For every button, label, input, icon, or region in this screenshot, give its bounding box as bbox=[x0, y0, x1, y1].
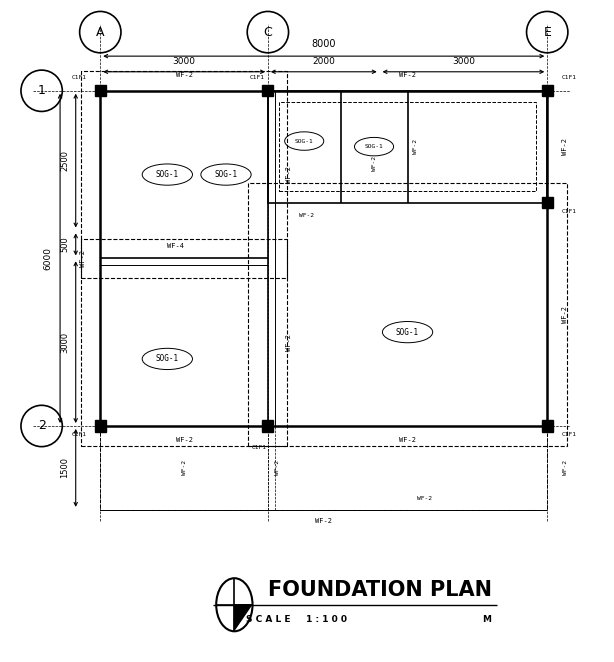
Text: C1F1: C1F1 bbox=[562, 432, 577, 438]
Bar bbox=[100, 426, 547, 510]
Text: FOUNDATION PLAN: FOUNDATION PLAN bbox=[268, 580, 492, 600]
Text: WF-2: WF-2 bbox=[562, 138, 568, 155]
Text: S C A L E     1 : 1 0 0: S C A L E 1 : 1 0 0 bbox=[246, 615, 346, 624]
Text: C1F1: C1F1 bbox=[562, 209, 577, 214]
Text: 2: 2 bbox=[37, 420, 45, 432]
Text: C: C bbox=[263, 26, 272, 38]
Text: 2000: 2000 bbox=[313, 57, 335, 66]
Text: E: E bbox=[543, 26, 551, 38]
Text: 8000: 8000 bbox=[311, 39, 336, 49]
Text: 3000: 3000 bbox=[173, 57, 196, 66]
Bar bbox=[81, 239, 287, 446]
Text: 1: 1 bbox=[37, 84, 45, 97]
Text: SOG-1: SOG-1 bbox=[295, 138, 314, 144]
Text: WF-2: WF-2 bbox=[562, 306, 568, 323]
Text: WF-2: WF-2 bbox=[315, 518, 332, 524]
Text: WF-2: WF-2 bbox=[182, 460, 187, 475]
Text: 500: 500 bbox=[61, 236, 69, 252]
Bar bbox=[542, 85, 553, 97]
Text: 1500: 1500 bbox=[61, 457, 69, 479]
Text: SOG-1: SOG-1 bbox=[396, 328, 419, 336]
Text: WF-2: WF-2 bbox=[399, 438, 416, 444]
Text: C1F1: C1F1 bbox=[249, 75, 264, 80]
Text: SOG-1: SOG-1 bbox=[156, 354, 179, 363]
Text: C1F1: C1F1 bbox=[72, 75, 87, 80]
Bar bbox=[100, 91, 547, 426]
Text: WF-2: WF-2 bbox=[80, 250, 86, 267]
Bar bbox=[279, 102, 536, 191]
Text: C1F1: C1F1 bbox=[562, 75, 577, 80]
Text: 6000: 6000 bbox=[44, 247, 53, 270]
Text: WF-2: WF-2 bbox=[286, 334, 292, 351]
Text: M: M bbox=[483, 615, 491, 624]
Bar bbox=[268, 91, 547, 203]
Bar bbox=[95, 420, 106, 432]
Text: WF-2: WF-2 bbox=[413, 139, 418, 154]
Text: WF-2: WF-2 bbox=[176, 72, 193, 78]
Text: WF-2: WF-2 bbox=[286, 166, 292, 183]
Text: SOG-1: SOG-1 bbox=[214, 170, 238, 179]
Text: WF-2: WF-2 bbox=[562, 460, 567, 475]
Text: WF-2: WF-2 bbox=[417, 496, 432, 501]
Text: WF-2: WF-2 bbox=[176, 438, 193, 444]
Text: WF-2: WF-2 bbox=[399, 72, 416, 78]
Text: 2500: 2500 bbox=[61, 150, 69, 171]
Text: WF-2: WF-2 bbox=[300, 213, 314, 218]
Bar bbox=[262, 85, 273, 97]
Text: 3000: 3000 bbox=[452, 57, 475, 66]
Text: A: A bbox=[96, 26, 104, 38]
Bar bbox=[81, 71, 287, 278]
Text: C1F1: C1F1 bbox=[72, 432, 87, 438]
Text: 3000: 3000 bbox=[61, 332, 69, 353]
Text: SOG-1: SOG-1 bbox=[156, 170, 179, 179]
Bar bbox=[248, 183, 567, 446]
Text: WF-2: WF-2 bbox=[276, 460, 281, 475]
Text: C1F1: C1F1 bbox=[252, 445, 267, 449]
Bar bbox=[542, 197, 553, 208]
Text: WF-4: WF-4 bbox=[167, 243, 184, 249]
Text: WF-2: WF-2 bbox=[371, 156, 376, 171]
Polygon shape bbox=[235, 605, 252, 630]
Bar bbox=[262, 420, 273, 432]
Bar bbox=[542, 420, 553, 432]
Text: SOG-1: SOG-1 bbox=[365, 144, 383, 149]
Bar bbox=[95, 85, 106, 97]
